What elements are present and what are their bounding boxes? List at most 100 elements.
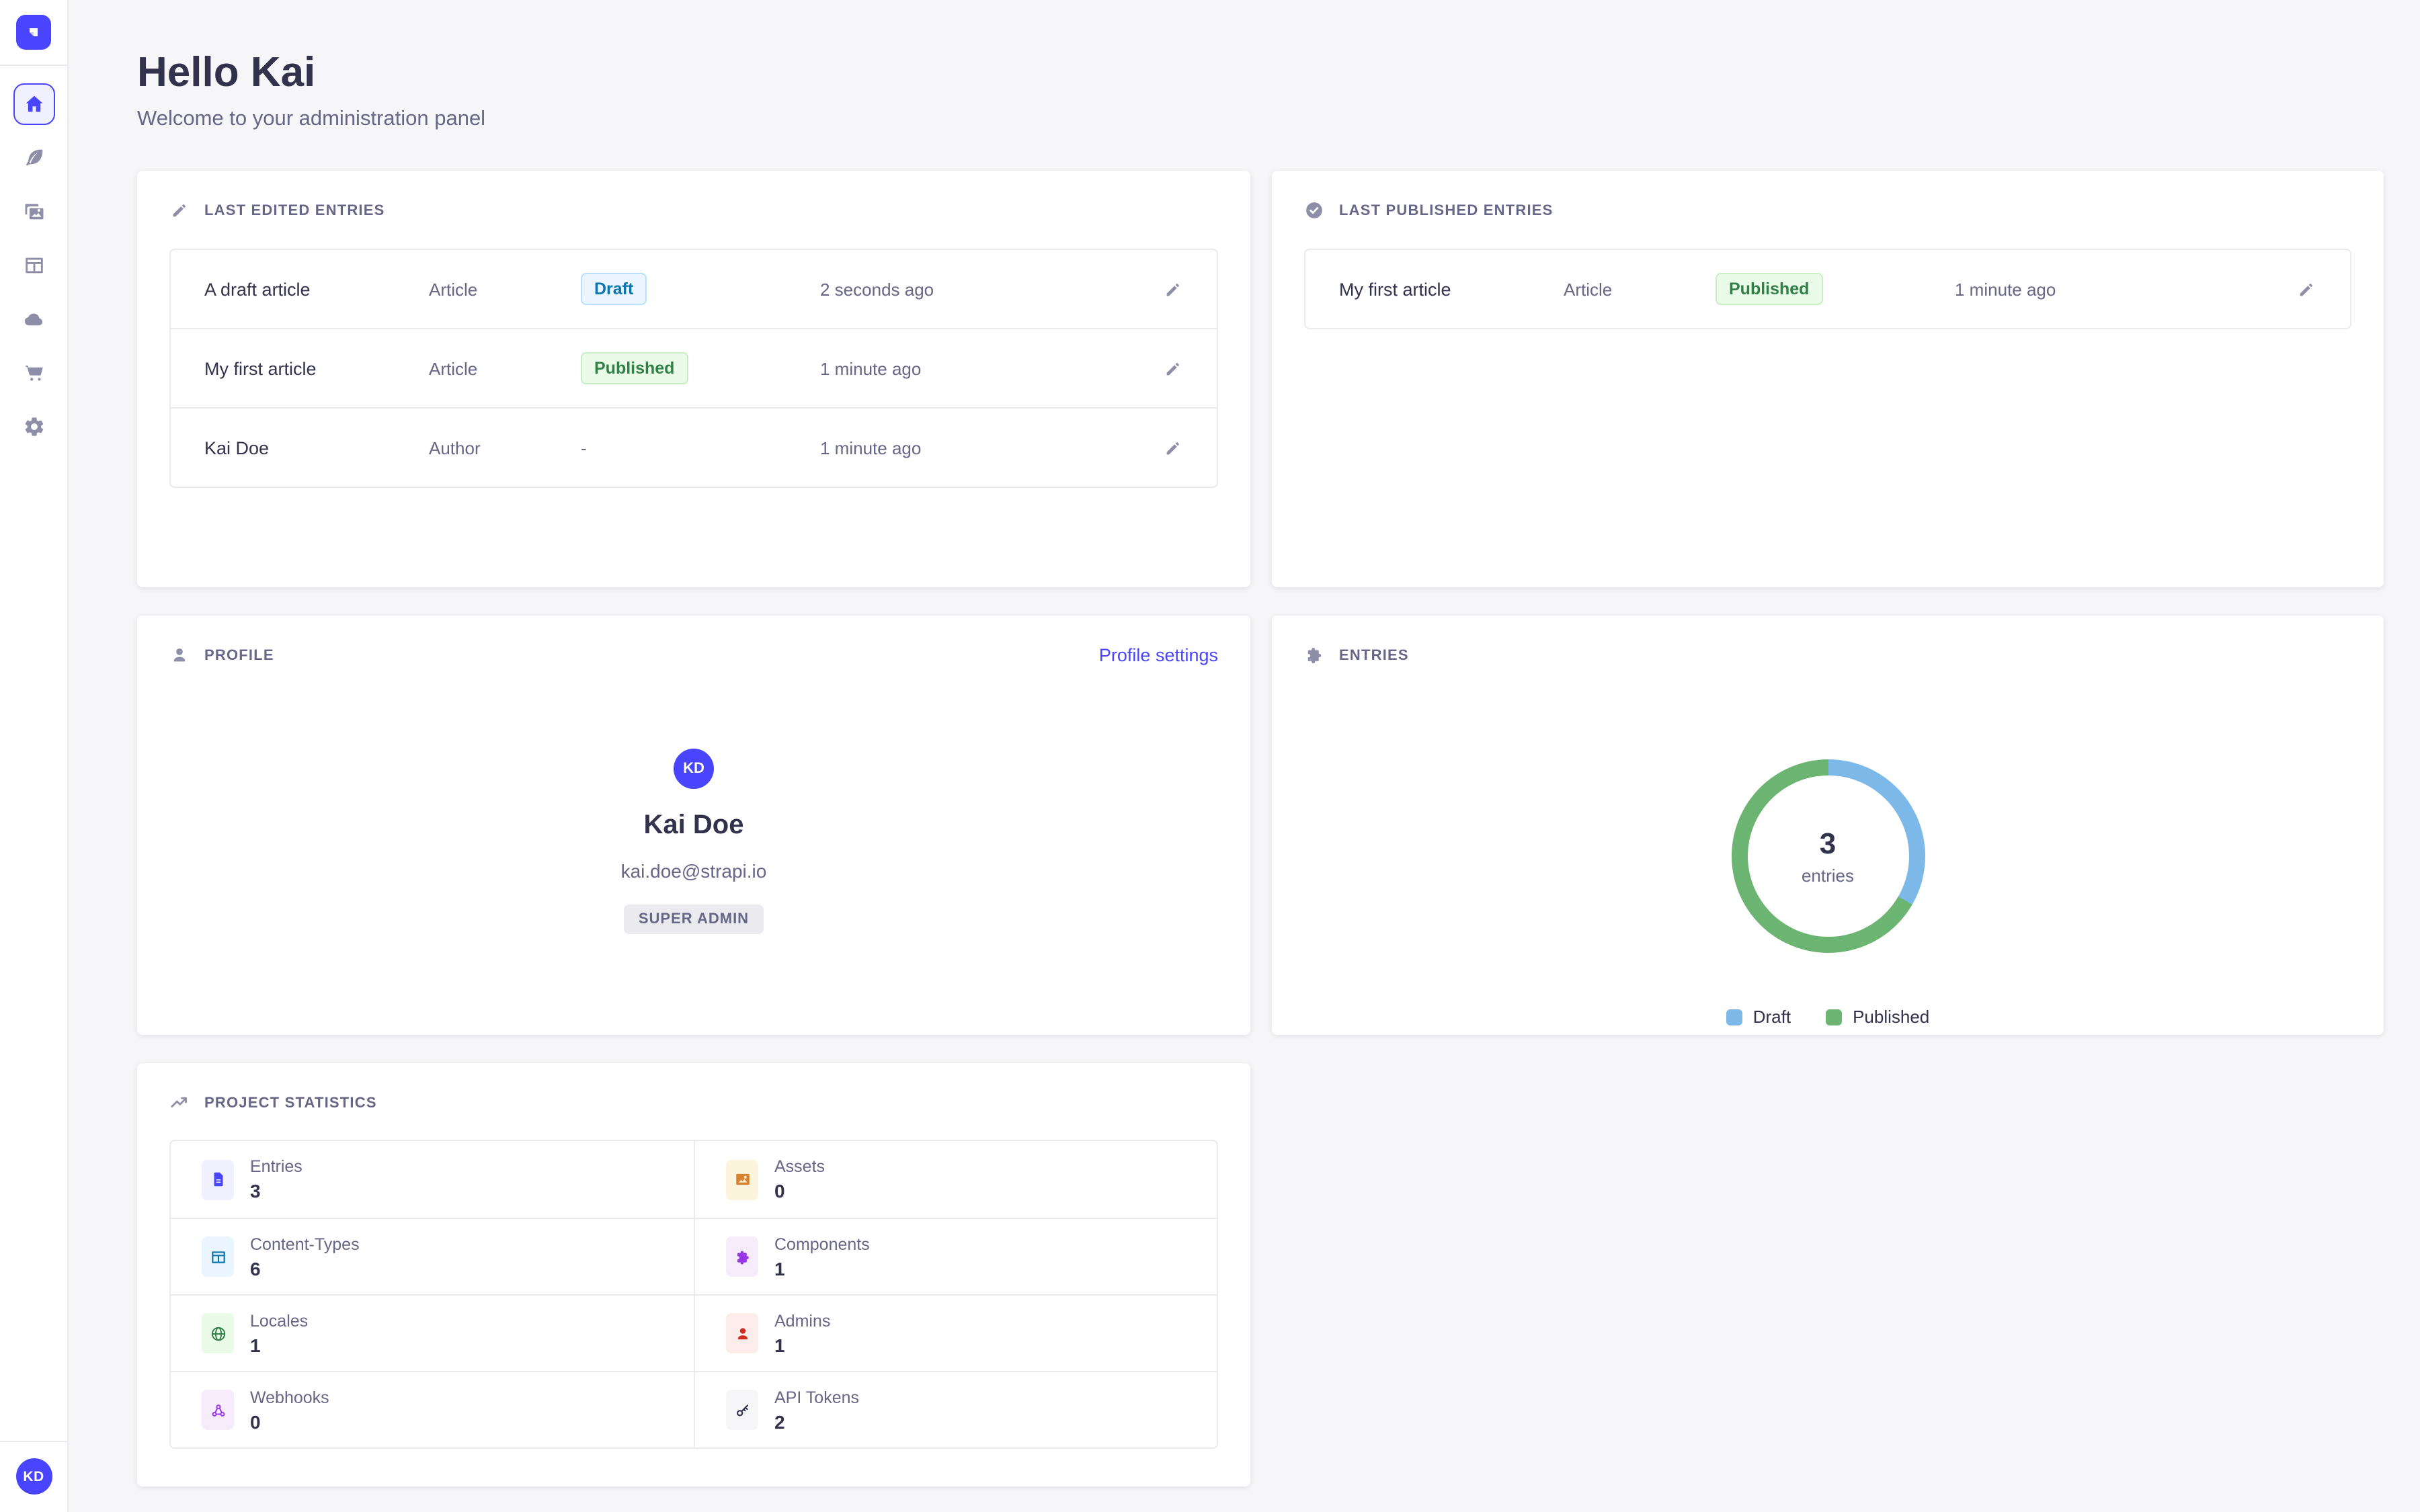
sidebar-item-content-type-builder[interactable] (13, 245, 54, 286)
table-row: A draft article Article Draft 2 seconds … (171, 250, 1217, 328)
entry-time: 2 seconds ago (820, 279, 934, 300)
stat-admins: Admins 1 (694, 1294, 1217, 1372)
cloud-icon (24, 313, 42, 326)
stat-locales: Locales 1 (171, 1294, 694, 1371)
pencil-icon (2300, 283, 2312, 296)
stat-label: Admins (774, 1311, 831, 1331)
donut-center: 3 entries (1747, 775, 1908, 937)
sidebar-item-home[interactable] (13, 83, 54, 125)
sidebar-item-settings[interactable] (13, 406, 54, 448)
edit-entry-button[interactable] (1163, 437, 1183, 458)
card-title-last-published: Last published entries (1339, 202, 1554, 219)
file-icon (202, 1159, 234, 1200)
entry-time: 1 minute ago (820, 437, 922, 458)
content-type-builder-icon (25, 257, 42, 274)
key-icon (726, 1390, 758, 1431)
stat-value: 3 (250, 1180, 261, 1202)
entry-time: 1 minute ago (820, 358, 922, 379)
sidebar-item-deploy[interactable] (13, 298, 54, 340)
entry-type: Author (429, 437, 481, 458)
edit-entry-button[interactable] (1163, 279, 1183, 299)
entry-name: My first article (1339, 279, 1451, 300)
status-empty: - (581, 437, 587, 458)
sidebar-divider (0, 65, 67, 66)
profile-name: Kai Doe (643, 810, 744, 841)
stat-value: 1 (774, 1257, 785, 1279)
last-edited-table: A draft article Article Draft 2 seconds … (169, 249, 1218, 489)
legend-item-published: Published (1826, 1007, 1929, 1027)
status-badge: Draft (581, 272, 647, 306)
sidebar-bottom-divider (0, 1441, 67, 1442)
entry-type: Article (429, 279, 478, 300)
globe-icon (202, 1313, 234, 1354)
table-row: My first article Article Published 1 min… (1305, 250, 2350, 328)
stat-label: Content-Types (250, 1234, 360, 1254)
main-content: Hello Kai Welcome to your administration… (67, 0, 2420, 1512)
entry-name: Kai Doe (204, 437, 270, 458)
stat-components: Components 1 (694, 1218, 1217, 1295)
home-icon (25, 95, 42, 112)
sidebar-user-avatar[interactable]: KD (15, 1458, 52, 1495)
check-circle-icon (1304, 200, 1324, 220)
sidebar: KD (0, 0, 69, 1512)
card-title-last-edited: Last edited entries (204, 202, 385, 219)
entry-name: My first article (204, 358, 317, 379)
strapi-logo[interactable] (16, 15, 51, 50)
entry-name: A draft article (204, 279, 311, 300)
donut-total-label: entries (1801, 866, 1855, 886)
card-title-profile: Profile (204, 647, 274, 664)
sidebar-item-content-manager[interactable] (13, 137, 54, 179)
page-subtitle: Welcome to your administration panel (137, 108, 486, 131)
sidebar-bottom: KD (0, 1441, 67, 1512)
sidebar-item-marketplace[interactable] (13, 352, 54, 394)
status-badge: Published (581, 351, 688, 385)
stat-value: 6 (250, 1257, 261, 1279)
feather-icon (25, 149, 42, 166)
last-published-entries-card: Last published entries My first article … (1272, 171, 2384, 588)
table-row: My first article Article Published 1 min… (171, 328, 1217, 407)
stat-entries: Entries 3 (171, 1141, 694, 1218)
user-icon (726, 1313, 758, 1354)
profile-settings-link[interactable]: Profile settings (1098, 645, 1218, 666)
stat-value: 0 (774, 1180, 785, 1202)
legend-item-draft: Draft (1726, 1007, 1791, 1027)
entries-donut-chart: 3 entries (1731, 759, 1925, 954)
chart-legend: Draft Published (1272, 1007, 2384, 1027)
entry-type: Article (429, 358, 478, 379)
entries-chart-card: Entries 3 entries Draft (1272, 616, 2384, 1036)
project-statistics-grid: Entries 3 Assets 0 Content (169, 1140, 1218, 1450)
stat-label: Assets (774, 1157, 825, 1177)
edit-entry-button[interactable] (1163, 358, 1183, 378)
profile-body: KD Kai Doe kai.doe@strapi.io SUPER ADMIN (137, 665, 1250, 935)
legend-swatch-published (1826, 1009, 1843, 1025)
stat-value: 1 (250, 1334, 261, 1356)
pencil-icon (169, 200, 190, 220)
status-badge: Published (1716, 272, 1823, 306)
settings-gear-icon (24, 417, 43, 436)
table-row: Kai Doe Author - 1 minute ago (171, 407, 1217, 487)
entry-time: 1 minute ago (1955, 279, 2056, 300)
stat-value: 1 (774, 1334, 785, 1356)
webhook-icon (202, 1390, 234, 1431)
stat-label: Webhooks (250, 1388, 329, 1407)
edit-entry-button[interactable] (2296, 279, 2316, 299)
puzzle-icon (1304, 645, 1324, 665)
stat-label: API Tokens (774, 1388, 860, 1407)
stat-label: Components (774, 1234, 870, 1254)
card-title-project-statistics: Project Statistics (204, 1095, 377, 1111)
media-library-icon (24, 204, 43, 220)
stat-label: Locales (250, 1311, 309, 1331)
stat-webhooks: Webhooks 0 (171, 1371, 694, 1447)
legend-swatch-draft (1726, 1009, 1742, 1025)
stat-label: Entries (250, 1157, 302, 1177)
profile-card: Profile Profile settings KD Kai Doe kai.… (137, 616, 1250, 1036)
entry-type: Article (1564, 279, 1613, 300)
stat-value: 0 (250, 1411, 261, 1433)
sidebar-item-media-library[interactable] (13, 191, 54, 233)
project-statistics-card: Project Statistics Entries 3 (137, 1063, 1250, 1487)
stat-value: 2 (774, 1411, 785, 1433)
stat-content-types: Content-Types 6 (171, 1218, 694, 1294)
trending-up-icon (169, 1093, 190, 1113)
pencil-icon (1166, 362, 1179, 375)
last-published-table: My first article Article Published 1 min… (1304, 249, 2351, 330)
